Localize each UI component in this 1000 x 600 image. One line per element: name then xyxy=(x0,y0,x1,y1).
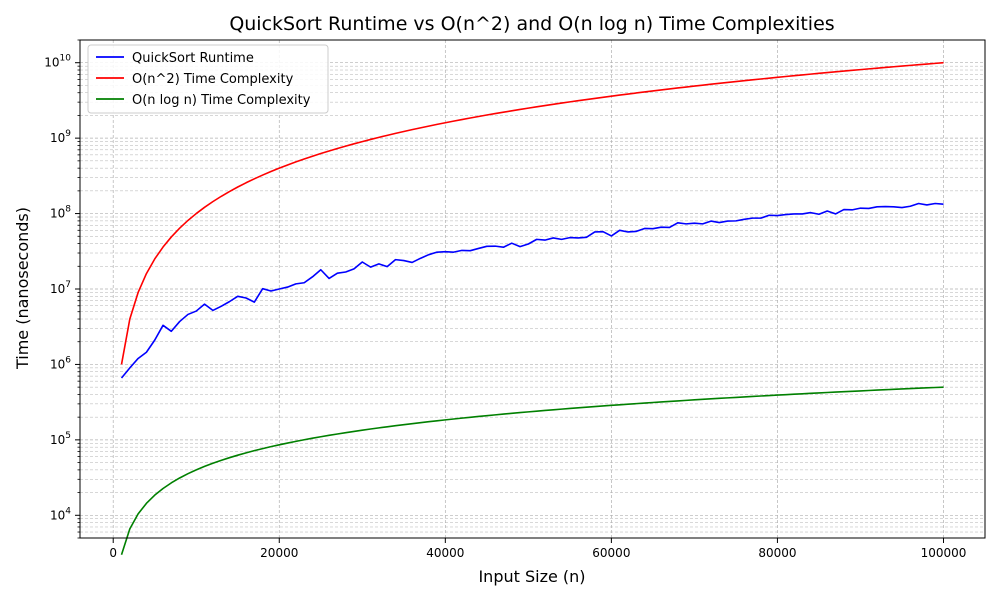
x-tick-label: 80000 xyxy=(758,546,796,560)
x-tick-label: 60000 xyxy=(592,546,630,560)
x-tick-label: 100000 xyxy=(921,546,967,560)
x-tick-label: 40000 xyxy=(426,546,464,560)
series-line-2 xyxy=(120,386,944,555)
y-tick-label: 109 xyxy=(50,129,71,145)
x-axis-ticks: 0 20000 40000 60000 80000 100000 xyxy=(109,538,966,560)
legend: QuickSort Runtime O(n^2) Time Complexity O… xyxy=(87,44,329,114)
x-tick-label: 20000 xyxy=(260,546,298,560)
y-axis-label: Time (nanoseconds) xyxy=(13,207,32,370)
y-axis-ticks: 104 105 106 107 108 109 1010 xyxy=(44,39,80,539)
y-tick-label: 105 xyxy=(50,431,71,447)
legend-label: O(n^2) Time Complexity xyxy=(132,72,294,87)
legend-box xyxy=(87,44,329,114)
x-tick-label: 0 xyxy=(109,546,117,560)
series-line-1 xyxy=(120,61,944,365)
x-axis-label: Input Size (n) xyxy=(478,567,585,586)
series-line-0 xyxy=(120,202,944,379)
legend-label: O(n log n) Time Complexity xyxy=(132,93,311,108)
y-tick-label: 108 xyxy=(50,205,71,221)
y-tick-label: 1010 xyxy=(44,54,71,70)
y-tick-label: 106 xyxy=(50,355,71,371)
y-tick-label: 104 xyxy=(50,506,71,522)
series-lines xyxy=(120,61,944,555)
legend-label: QuickSort Runtime xyxy=(132,51,254,66)
y-tick-label: 107 xyxy=(50,280,71,296)
chart-title: QuickSort Runtime vs O(n^2) and O(n log … xyxy=(229,13,834,35)
